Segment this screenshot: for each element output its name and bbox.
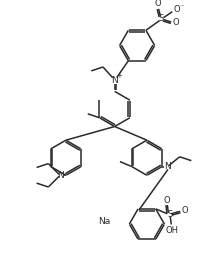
Text: O: O xyxy=(163,196,170,204)
Text: S: S xyxy=(168,210,173,219)
Text: O: O xyxy=(173,18,180,27)
Text: S: S xyxy=(159,14,164,23)
Text: O: O xyxy=(154,0,161,9)
Text: N: N xyxy=(111,76,118,85)
Text: O: O xyxy=(182,206,188,215)
Text: +: + xyxy=(117,73,122,79)
Text: N: N xyxy=(57,171,63,180)
Text: O: O xyxy=(174,5,181,14)
Text: OH: OH xyxy=(166,226,179,235)
Text: ⁻: ⁻ xyxy=(180,2,184,12)
Text: N: N xyxy=(165,162,171,171)
Text: Na: Na xyxy=(98,217,110,226)
